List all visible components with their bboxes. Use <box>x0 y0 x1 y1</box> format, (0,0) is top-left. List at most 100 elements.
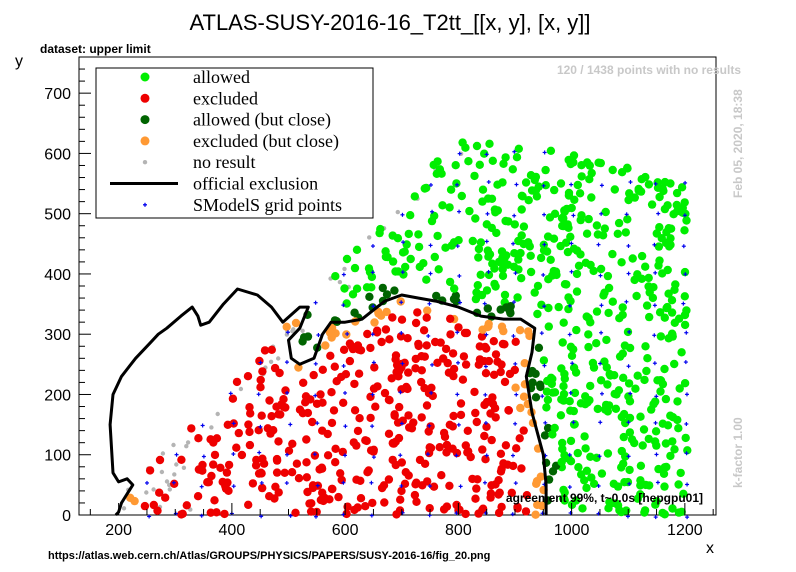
data-point <box>558 338 567 347</box>
data-point <box>140 501 150 511</box>
data-point <box>673 397 682 406</box>
y-tick-label: 700 <box>44 86 71 103</box>
data-point <box>448 349 458 358</box>
grid-point <box>482 480 487 485</box>
data-point <box>352 284 362 293</box>
data-point <box>651 427 661 436</box>
grid-point <box>540 394 545 399</box>
data-point <box>519 392 529 401</box>
grid-point <box>571 213 576 218</box>
grid-point <box>370 244 375 249</box>
data-point <box>656 332 666 341</box>
data-point <box>472 417 481 427</box>
data-point <box>643 354 652 363</box>
data-point <box>515 326 525 335</box>
data-point <box>267 412 276 421</box>
data-point <box>470 171 479 181</box>
data-point <box>641 262 650 271</box>
data-point <box>456 399 466 408</box>
data-point <box>130 496 139 506</box>
data-point <box>580 476 589 485</box>
timestamp: Feb 05, 2020, 18:38 <box>731 89 745 198</box>
data-point <box>478 505 487 514</box>
data-point <box>504 406 513 415</box>
y-tick-label: 300 <box>44 327 71 344</box>
data-point <box>611 404 621 413</box>
data-point <box>633 494 642 503</box>
data-point <box>628 254 637 263</box>
no-result-point <box>268 359 274 364</box>
data-point <box>599 291 608 300</box>
data-point <box>640 375 649 385</box>
data-point <box>566 406 575 415</box>
data-point <box>355 414 364 423</box>
data-point <box>258 454 267 463</box>
data-point <box>363 329 372 339</box>
data-point <box>497 502 506 512</box>
grid-point <box>454 453 459 458</box>
data-point <box>664 289 673 298</box>
data-point <box>594 158 603 167</box>
data-point <box>548 467 558 476</box>
grid-point <box>458 300 463 305</box>
data-point <box>449 371 458 381</box>
grid-point <box>598 273 603 278</box>
data-point <box>663 421 673 430</box>
data-point <box>673 415 682 425</box>
grid-point <box>428 243 433 248</box>
grid-point <box>201 454 206 459</box>
data-point <box>645 312 654 322</box>
data-point <box>580 432 589 441</box>
data-point <box>592 221 602 230</box>
no-result-point <box>215 411 220 417</box>
x-tick-label: 400 <box>219 522 246 539</box>
data-point <box>248 479 258 488</box>
data-point <box>577 172 586 181</box>
data-point <box>559 396 568 405</box>
data-point <box>282 322 291 331</box>
data-point <box>433 358 442 367</box>
grid-point <box>401 240 406 245</box>
no-result-point <box>395 209 400 215</box>
data-point <box>566 436 576 446</box>
data-point <box>485 139 494 148</box>
data-point <box>494 476 503 485</box>
data-point <box>381 325 391 334</box>
grid-point <box>653 515 658 520</box>
data-point <box>652 229 661 238</box>
grid-point <box>257 450 262 455</box>
data-point <box>370 363 379 372</box>
data-point <box>350 263 360 273</box>
data-point <box>486 489 496 498</box>
data-point <box>461 143 470 152</box>
data-point <box>432 291 441 301</box>
data-point <box>601 207 610 217</box>
data-point <box>550 185 559 195</box>
grid-point <box>542 304 547 309</box>
data-point <box>445 203 454 212</box>
data-point <box>391 351 401 360</box>
data-point <box>388 313 397 322</box>
grid-point <box>147 514 152 519</box>
grid-point <box>624 299 629 304</box>
grid-point <box>458 484 463 489</box>
grid-point <box>370 332 375 337</box>
data-point <box>500 290 510 300</box>
data-point <box>488 156 497 165</box>
grid-point <box>571 420 576 425</box>
grid-point <box>345 331 350 336</box>
data-point <box>512 153 522 162</box>
data-point <box>600 224 609 233</box>
data-point <box>584 214 593 224</box>
data-point <box>512 444 521 453</box>
data-point <box>608 249 617 259</box>
grid-point <box>483 392 488 397</box>
data-point <box>307 499 316 508</box>
data-point <box>499 459 508 468</box>
data-point <box>667 296 677 305</box>
data-point <box>341 370 351 379</box>
data-point <box>499 159 508 168</box>
data-point <box>161 493 170 502</box>
data-point <box>482 220 491 229</box>
legend-label: allowed (but close) <box>193 110 331 131</box>
